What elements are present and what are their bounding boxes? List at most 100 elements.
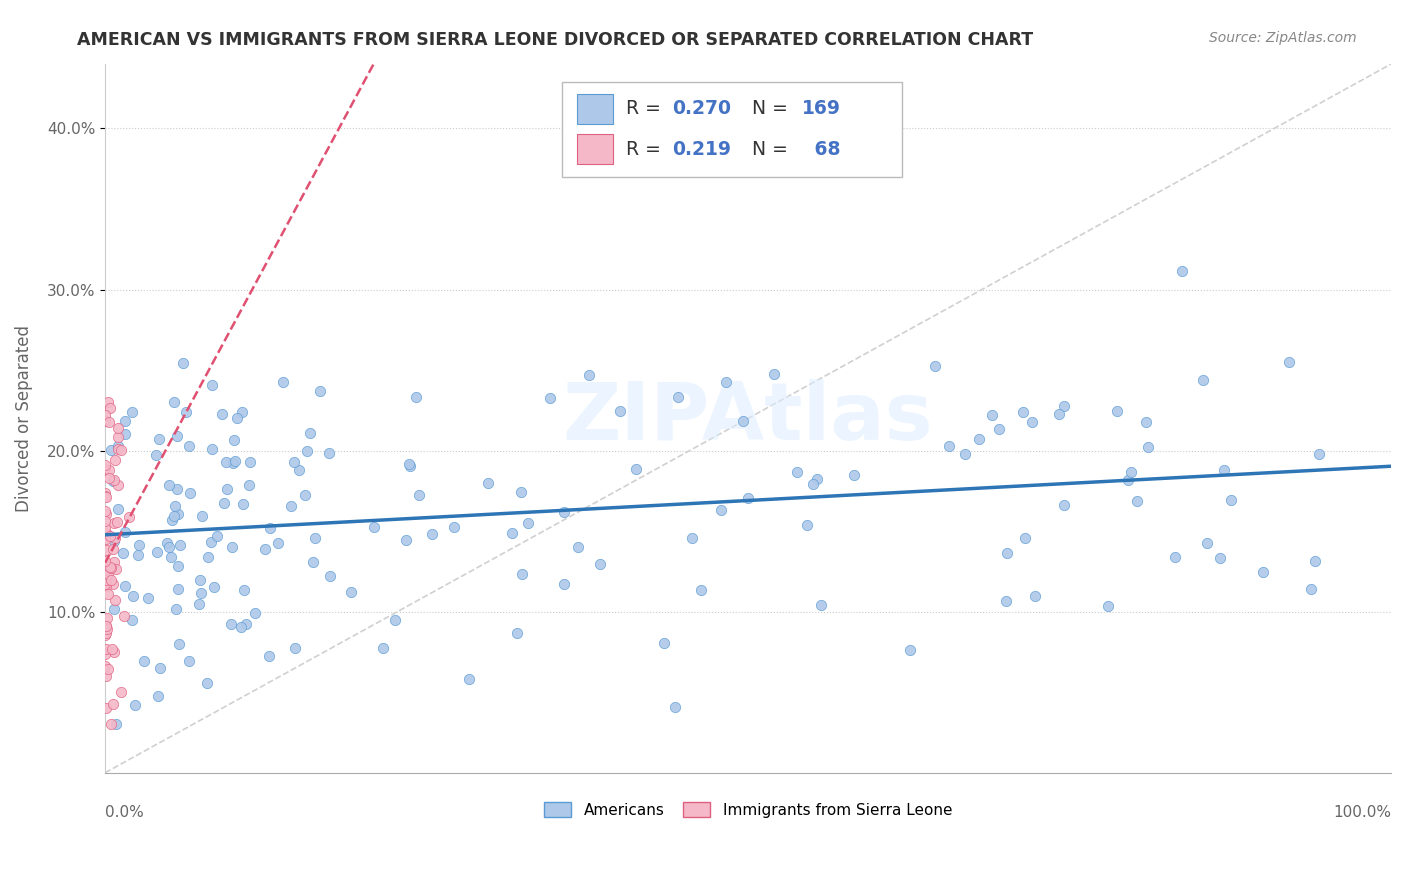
Text: 68: 68 [808,140,841,159]
Point [114,427,136,442]
Point [103,542,125,557]
Point [225,411,247,425]
Point [146,545,169,559]
Point [167,508,190,522]
Point [221,540,243,554]
Point [110,442,132,457]
Text: N =: N = [752,140,794,159]
Point [801,477,824,491]
Point [105,562,128,576]
Point [94,619,117,633]
Text: AMERICAN VS IMMIGRANTS FROM SIERRA LEONE DIVORCED OR SEPARATED CORRELATION CHART: AMERICAN VS IMMIGRANTS FROM SIERRA LEONE… [77,31,1033,49]
Point [146,689,169,703]
Point [165,602,187,616]
Point [101,697,124,711]
Point [195,675,218,690]
Point [900,642,922,657]
Point [163,394,186,409]
Point [132,655,155,669]
Text: Source: ZipAtlas.com: Source: ZipAtlas.com [1209,31,1357,45]
Point [254,541,277,556]
Point [477,475,499,490]
Point [121,590,143,604]
Point [100,443,122,458]
Point [202,580,225,594]
Point [94,485,117,500]
Point [187,598,209,612]
Point [197,550,219,565]
Point [100,561,122,575]
Point [100,717,122,731]
Point [172,356,194,370]
Point [96,623,118,637]
Point [994,594,1017,608]
Point [104,531,127,545]
Point [318,446,340,460]
Point [94,462,117,476]
Point [981,409,1004,423]
Point [229,620,252,634]
Point [105,516,128,530]
Legend: Americans, Immigrants from Sierra Leone: Americans, Immigrants from Sierra Leone [536,794,960,825]
Point [967,433,990,447]
Point [205,529,228,543]
Point [806,472,828,486]
Point [232,497,254,511]
Point [567,540,589,554]
Text: 0.270: 0.270 [672,99,731,119]
Point [280,499,302,513]
Point [1195,535,1218,549]
Point [169,538,191,552]
FancyBboxPatch shape [576,134,613,164]
Point [1119,466,1142,480]
Point [259,521,281,535]
Point [1251,565,1274,579]
Point [988,422,1011,436]
Point [103,577,125,591]
Point [94,659,117,673]
Point [1014,531,1036,545]
Point [107,421,129,435]
Point [103,474,125,488]
Point [94,532,117,546]
Point [211,407,233,421]
Point [422,526,444,541]
Point [786,465,808,479]
Point [1209,551,1232,566]
Point [166,482,188,496]
Point [157,478,180,492]
Point [299,426,322,441]
Point [107,501,129,516]
Point [398,457,420,471]
Point [214,455,236,469]
Point [295,444,318,458]
Y-axis label: Divorced or Separated: Divorced or Separated [15,325,32,512]
Point [107,442,129,456]
Point [1021,415,1043,429]
Point [553,505,575,519]
Point [167,582,190,596]
Point [127,548,149,562]
Point [1299,582,1322,597]
Point [94,621,117,635]
Point [94,628,117,642]
Point [191,508,214,523]
Point [810,598,832,612]
Point [112,609,135,624]
Point [538,391,561,405]
Point [97,587,120,601]
Point [201,377,224,392]
Point [148,433,170,447]
Point [97,471,120,485]
Point [200,535,222,549]
Point [664,700,686,714]
Point [1170,263,1192,277]
Point [1308,447,1330,461]
Point [716,375,738,389]
Point [97,567,120,582]
Point [94,514,117,528]
Point [149,661,172,675]
Point [267,536,290,550]
Point [94,577,117,591]
Point [408,487,430,501]
